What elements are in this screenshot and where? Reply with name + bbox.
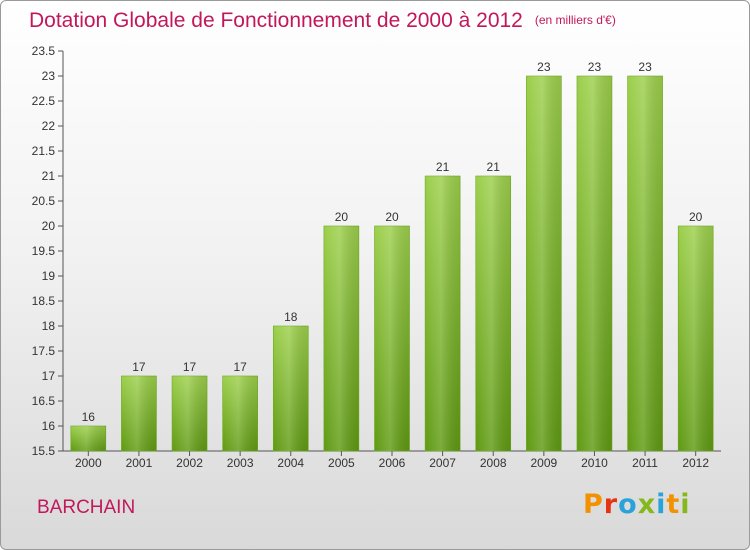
bar-group: 20 [323,210,360,452]
bar-group: 18 [272,310,309,452]
bar-group: 23 [627,60,663,452]
data-label: 23 [537,60,551,74]
y-tick-label: 22 [42,119,56,133]
y-tick-label: 19.5 [32,244,56,258]
data-label: 20 [385,210,399,224]
commune-name: BARCHAIN [37,497,136,518]
x-tick-label: 2010 [581,456,608,470]
x-tick-label: 2007 [429,456,456,470]
data-label: 20 [689,210,703,224]
x-tick-label: 2003 [227,456,254,470]
y-tick-label: 23 [42,69,56,83]
data-label: 23 [638,60,652,74]
bar-shine [425,176,461,451]
bar-group: 23 [576,60,613,452]
logo-letter: P [583,489,604,520]
y-tick-label: 16.5 [32,394,56,408]
bar-shine [273,326,309,451]
bar-group: 20 [374,210,410,452]
y-tick-label: 19 [42,269,56,283]
y-tick-label: 21 [42,169,56,183]
bar-shine [222,376,258,451]
bar-shine [172,376,208,451]
logo-letter: o [618,489,638,520]
y-tick-label: 22.5 [32,94,56,108]
data-label: 18 [284,310,298,324]
bar-shine [323,226,359,451]
x-tick-label: 2011 [632,456,658,470]
x-tick-label: 2004 [277,456,304,470]
logo-letter: i [680,489,691,520]
bar-group: 20 [677,210,714,452]
logo-letter: i [656,489,667,520]
bar-shine [678,226,714,451]
logo-letter: r [603,489,619,520]
y-tick-label: 20 [42,219,56,233]
x-tick-label: 2009 [530,456,557,470]
y-tick-label: 20.5 [32,194,56,208]
y-tick-label: 17 [42,369,56,383]
y-tick-label: 23.5 [32,44,56,58]
data-label: 17 [233,360,247,374]
data-label: 21 [436,160,450,174]
data-label: 16 [82,410,96,424]
bar-shine [121,376,157,451]
bar-shine [374,226,410,451]
y-tick-label: 18.5 [32,294,56,308]
bar-shine [475,176,511,451]
bar-group: 17 [171,360,208,452]
bar-group: 23 [526,60,562,452]
y-tick-label: 21.5 [32,144,56,158]
x-tick-label: 2000 [75,456,102,470]
x-tick-label: 2005 [328,456,355,470]
bars: 16 17 17 17 18 20 20 21 21 23 23 23 20 [70,60,714,452]
bar-shine [70,426,106,451]
y-tick-label: 16 [42,419,56,433]
logo-letter: x [637,489,657,520]
bar-shine [627,76,663,451]
data-label: 17 [183,360,197,374]
bar-group: 21 [424,160,461,452]
bar-group: 17 [222,360,258,452]
data-label: 17 [132,360,146,374]
x-tick-label: 2002 [176,456,203,470]
y-tick-label: 17.5 [32,344,56,358]
x-tick-label: 2008 [480,456,507,470]
chart-unit-label: (en milliers d'€) [534,13,616,27]
logo-letter: t [666,489,681,520]
bar-group: 16 [70,410,107,452]
x-tick-label: 2006 [379,456,406,470]
chart-title: Dotation Globale de Fonctionnement de 20… [29,9,616,33]
proxiti-logo: Proxiti [583,489,691,520]
bar-shine [526,76,562,451]
data-label: 20 [335,210,349,224]
y-tick-label: 15.5 [32,444,56,458]
bar-group: 17 [121,360,157,452]
x-tick-label: 2001 [126,456,153,470]
bar-shine [576,76,612,451]
bar-group: 21 [475,160,512,452]
chart-title-text: Dotation Globale de Fonctionnement de 20… [29,9,523,32]
x-tick-label: 2012 [682,456,709,470]
data-label: 21 [487,160,501,174]
y-tick-label: 18 [42,319,56,333]
data-label: 23 [588,60,602,74]
